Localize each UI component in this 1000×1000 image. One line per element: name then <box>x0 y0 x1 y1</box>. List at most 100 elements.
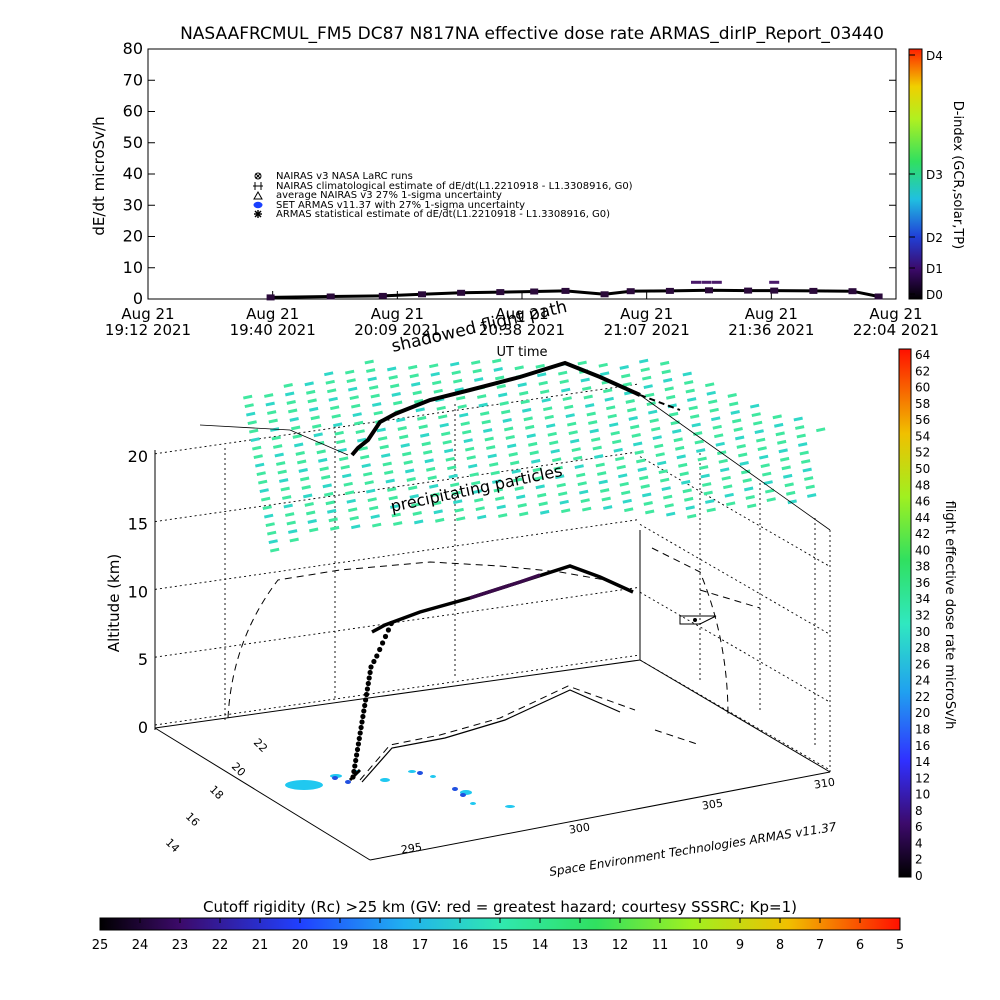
latitude-tick-label: 20 <box>229 760 248 779</box>
rigidity-tick-label: 23 <box>172 938 189 953</box>
particle-mark <box>528 441 538 447</box>
particle-mark <box>330 525 340 531</box>
wall-shadow-left <box>227 561 606 719</box>
rigidity-tick-label: 5 <box>896 938 904 953</box>
particle-mark <box>460 421 470 427</box>
particle-mark <box>586 411 596 417</box>
particle-mark <box>388 495 398 501</box>
particle-mark <box>706 507 716 513</box>
particle-mark <box>397 426 407 431</box>
particle-mark <box>303 493 313 499</box>
particle-mark <box>571 447 581 453</box>
particle-mark <box>310 415 320 421</box>
particle-mark <box>393 400 403 406</box>
rigidity-tick-label: 13 <box>572 938 589 953</box>
particle-mark <box>364 359 374 365</box>
flight-path-point <box>380 640 386 646</box>
particle-mark <box>537 492 547 498</box>
colorbar-tick-label: 42 <box>915 527 930 541</box>
particle-mark <box>445 456 455 462</box>
particle-mark <box>661 369 671 375</box>
legend-entry: SET ARMAS v11.37 with 27% 1-sigma uncert… <box>253 200 525 211</box>
particle-mark <box>505 435 515 440</box>
particle-mark <box>348 386 358 392</box>
particle-mark <box>367 497 377 503</box>
colorbar-tick-label: 52 <box>915 446 930 460</box>
flight-path-point <box>365 680 371 687</box>
particle-mark <box>365 488 376 494</box>
particle-mark <box>520 399 530 405</box>
x-axis-label: UT time <box>497 345 548 360</box>
particle-mark <box>349 395 359 401</box>
particle-mark <box>532 467 542 473</box>
particle-mark <box>286 400 296 405</box>
particle-mark <box>535 363 545 369</box>
particle-mark <box>807 493 817 498</box>
y-tick-label: 70 <box>123 70 143 89</box>
flight-path-line <box>348 768 362 782</box>
colorbar-tick-label: 58 <box>915 397 930 411</box>
particle-mark <box>646 401 656 407</box>
particle-mark <box>529 450 539 456</box>
flight-path-point <box>356 735 362 742</box>
data-point <box>418 291 426 298</box>
particle-mark <box>568 430 578 436</box>
rigidity-ticks: 25 24 23 22 21 20 19 18 17 16 15 14 13 12 11 10 9 8 7 6 5 <box>92 918 904 953</box>
colorbar-tick-label: 24 <box>915 674 930 688</box>
rigidity-tick-label: 18 <box>372 938 389 953</box>
particle-mark <box>419 432 430 438</box>
particle-mark <box>288 408 298 414</box>
particle-mark <box>469 472 479 478</box>
particle-mark <box>265 401 275 407</box>
particle-mark <box>697 456 707 462</box>
rigidity-contour <box>408 770 416 773</box>
particle-mark <box>715 441 725 447</box>
particle-mark <box>465 446 475 452</box>
particle-mark <box>531 458 541 464</box>
particle-mark <box>544 414 554 420</box>
particle-mark <box>620 490 631 496</box>
y-tick-label: 60 <box>123 102 143 121</box>
particle-mark <box>638 358 649 364</box>
rigidity-tick-label: 22 <box>212 938 229 953</box>
particle-mark <box>723 484 733 490</box>
grid-line <box>154 654 641 726</box>
particle-mark <box>354 420 364 426</box>
particle-mark <box>343 481 353 487</box>
particle-mark <box>325 500 335 506</box>
flight-path-point <box>363 691 370 698</box>
particle-mark <box>691 422 701 428</box>
particle-mark <box>588 420 598 425</box>
particle-mark <box>773 422 784 428</box>
particle-mark <box>274 452 284 458</box>
particle-mark <box>432 380 442 386</box>
particle-mark <box>634 450 644 455</box>
longitude-tick-label: 305 <box>701 796 724 812</box>
flight-path-point <box>377 646 383 653</box>
particle-mark <box>783 473 793 479</box>
colorbar-tick-label: 60 <box>915 381 930 395</box>
particle-mark <box>639 475 649 481</box>
particle-mark <box>711 416 721 422</box>
particle-mark <box>777 439 787 445</box>
particle-mark <box>564 404 574 410</box>
particle-mark <box>778 448 788 454</box>
particle-mark <box>499 401 509 406</box>
spike-point <box>769 280 780 284</box>
particle-mark <box>447 465 457 471</box>
flight-path-point <box>361 708 367 714</box>
particle-mark <box>294 442 304 448</box>
particle-mark <box>339 456 349 462</box>
particle-mark <box>787 499 797 505</box>
particle-mark <box>289 537 299 543</box>
particle-mark <box>622 382 632 387</box>
particle-mark <box>300 476 310 482</box>
particle-mark <box>559 499 569 505</box>
particle-mark <box>330 405 340 411</box>
particle-mark <box>369 505 379 511</box>
particle-mark <box>679 471 689 477</box>
particle-mark <box>561 508 571 514</box>
particle-mark <box>526 433 536 439</box>
y-tick-label: 20 <box>123 227 143 246</box>
particle-mark <box>669 411 679 417</box>
